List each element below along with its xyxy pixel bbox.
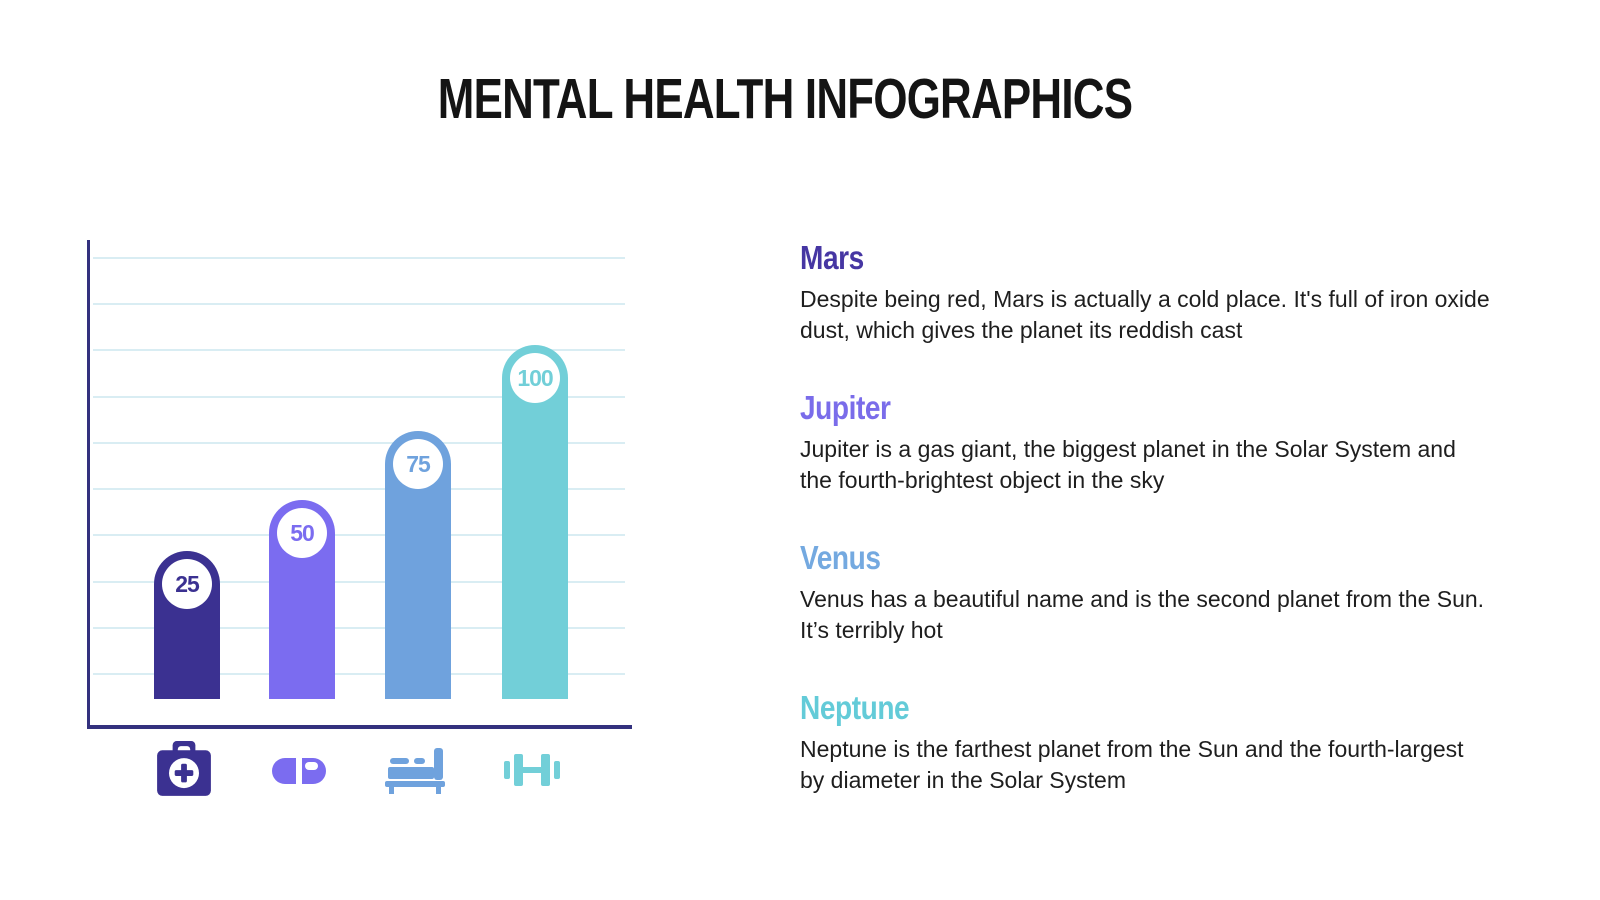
gridline — [93, 534, 625, 536]
gridline — [93, 303, 625, 305]
section-jupiter: Jupiter Jupiter is a gas giant, the bigg… — [800, 391, 1500, 496]
first-aid-kit-icon — [157, 741, 211, 806]
bar-first-aid: 25 — [154, 551, 220, 699]
section-neptune: Neptune Neptune is the farthest planet f… — [800, 691, 1500, 796]
gridline — [93, 673, 625, 675]
gridline — [93, 581, 625, 583]
bar-value-badge: 100 — [510, 353, 560, 403]
page-title: MENTAL HEALTH INFOGRAPHICS — [437, 67, 1133, 131]
bar-value-badge: 75 — [393, 439, 443, 489]
gridline — [93, 488, 625, 490]
section-heading: Venus — [800, 539, 881, 576]
section-heading: Jupiter — [800, 389, 891, 426]
chart-gridlines — [90, 240, 632, 725]
gridline — [93, 442, 625, 444]
pill-icon — [270, 756, 328, 791]
bar-dumbbell: 100 — [502, 345, 568, 699]
bar-bed: 75 — [385, 431, 451, 699]
section-heading: Neptune — [800, 689, 910, 726]
gridline — [93, 627, 625, 629]
section-heading: Mars — [800, 239, 864, 276]
gridline — [93, 257, 625, 259]
section-body: Neptune is the farthest planet from the … — [800, 736, 1464, 793]
gridline — [93, 349, 625, 351]
bed-icon — [385, 744, 445, 801]
section-mars: Mars Despite being red, Mars is actually… — [800, 241, 1500, 346]
bar-value-badge: 50 — [277, 508, 327, 558]
bar-pill: 50 — [269, 500, 335, 699]
section-venus: Venus Venus has a beautiful name and is … — [800, 541, 1500, 646]
section-body: Despite being red, Mars is actually a co… — [800, 286, 1490, 343]
dumbbell-icon — [504, 748, 560, 797]
section-body: Venus has a beautiful name and is the se… — [800, 586, 1485, 643]
bar-chart: 25 50 75 100 — [87, 240, 632, 729]
gridline — [93, 396, 625, 398]
bar-value-badge: 25 — [162, 559, 212, 609]
section-body: Jupiter is a gas giant, the biggest plan… — [800, 436, 1456, 493]
